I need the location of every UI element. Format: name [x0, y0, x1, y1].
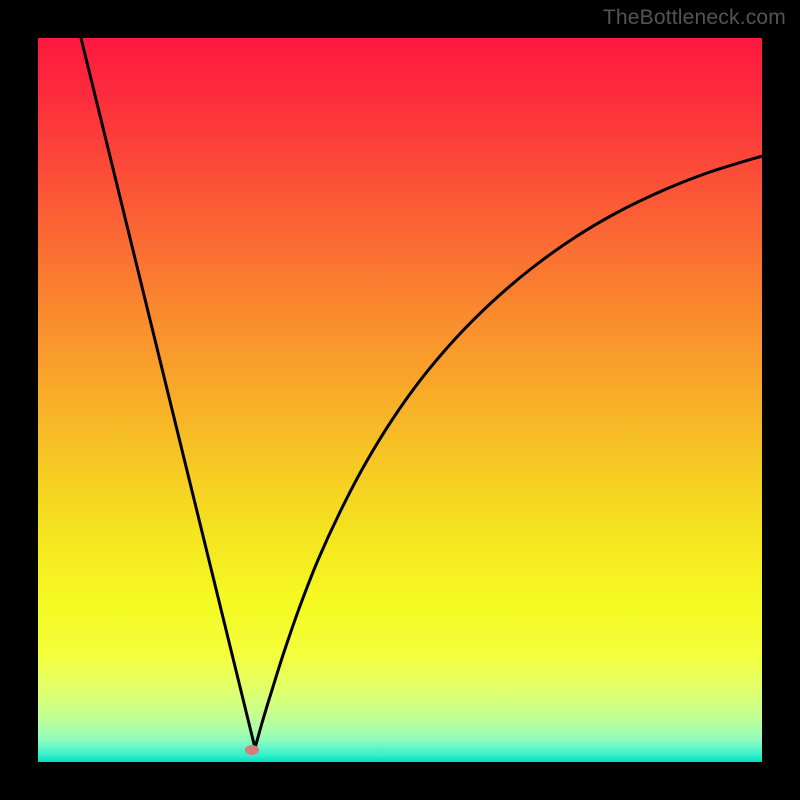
chart-background	[38, 38, 762, 762]
plot-area	[38, 38, 762, 762]
chart-svg	[38, 38, 762, 762]
minimum-marker	[245, 745, 259, 755]
watermark-text: TheBottleneck.com	[603, 6, 786, 30]
